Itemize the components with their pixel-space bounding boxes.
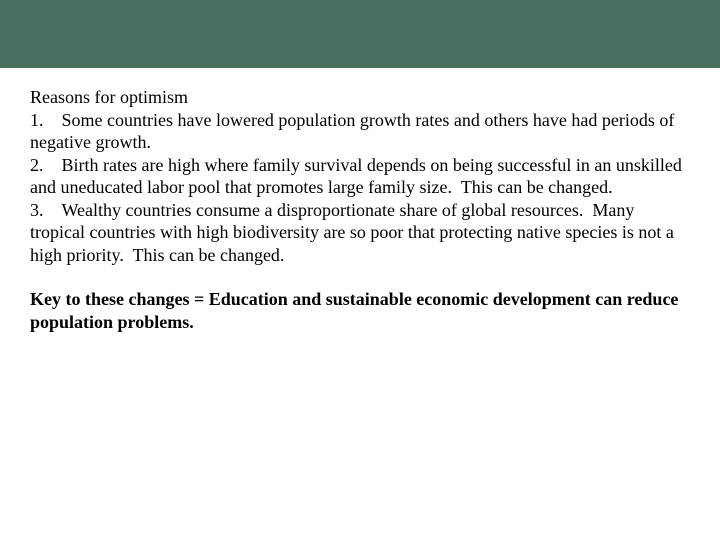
section-title: Reasons for optimism <box>30 86 690 109</box>
slide-content: Reasons for optimism 1. Some countries h… <box>0 68 720 333</box>
list-item: 3. Wealthy countries consume a dispropor… <box>30 199 690 267</box>
paragraph-gap <box>30 266 690 288</box>
slide: Reasons for optimism 1. Some countries h… <box>0 0 720 540</box>
list-item: 2. Birth rates are high where family sur… <box>30 154 690 199</box>
header-band <box>0 0 720 68</box>
list-item: 1. Some countries have lowered populatio… <box>30 109 690 154</box>
key-statement: Key to these changes = Education and sus… <box>30 288 690 333</box>
